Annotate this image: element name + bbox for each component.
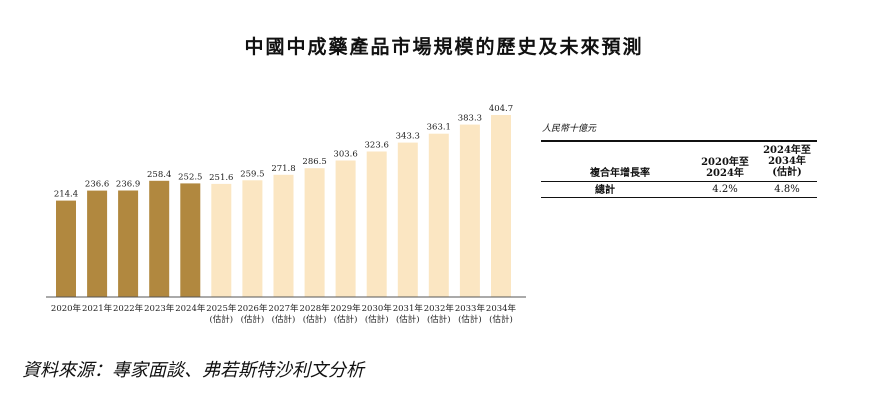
category-label-11-1: (估計) [396, 314, 420, 325]
value-label-10: 323.6 [365, 141, 389, 151]
value-label-6: 259.5 [240, 169, 264, 179]
cagr-col2-line3: (估計) [772, 167, 802, 178]
cagr-col2-line1: 2024年至 [763, 145, 811, 156]
bar-13 [459, 124, 480, 297]
value-label-7: 271.8 [271, 164, 295, 174]
category-label-10-0: 2030年 [362, 303, 393, 314]
cagr-col1-header: 2020年至 2024年 [690, 157, 760, 179]
bar-0 [56, 200, 76, 297]
bar-11 [397, 142, 418, 297]
value-label-14: 404.7 [489, 104, 513, 114]
category-label-10-1: (估計) [365, 314, 389, 325]
bar-6 [242, 180, 263, 297]
category-label-14-0: 2034年 [486, 303, 517, 314]
category-label-6-0: 2026年 [237, 303, 268, 314]
cagr-col2-line2: 2034年 [768, 156, 806, 167]
value-label-8: 286.5 [302, 157, 326, 167]
category-label-7-0: 2027年 [268, 303, 299, 314]
category-label-13-0: 2033年 [455, 303, 486, 314]
category-label-3-0: 2023年 [144, 303, 175, 314]
category-label-12-1: (估計) [427, 314, 451, 325]
value-label-11: 343.3 [396, 132, 420, 142]
category-label-6-1: (估計) [241, 314, 265, 325]
cagr-col1-line1: 2020年至 [701, 157, 749, 168]
bar-7 [273, 174, 294, 297]
category-label-0-0: 2020年 [51, 303, 82, 314]
unit-label: 人民幣十億元 [542, 124, 597, 134]
category-label-13-1: (估計) [458, 314, 482, 325]
value-label-0: 214.4 [54, 190, 78, 200]
category-label-9-0: 2029年 [331, 303, 362, 314]
category-label-11-0: 2031年 [393, 303, 424, 314]
value-label-2: 236.9 [116, 180, 140, 190]
category-label-8-1: (估計) [303, 314, 327, 325]
bar-4 [180, 183, 201, 297]
value-label-4: 252.5 [178, 172, 202, 182]
value-label-12: 363.1 [427, 123, 451, 133]
total-label: 總計 [595, 185, 615, 196]
category-label-12-0: 2032年 [424, 303, 455, 314]
category-label-2-0: 2022年 [113, 303, 144, 314]
category-label-8-0: 2028年 [300, 303, 331, 314]
category-label-7-1: (估計) [272, 314, 296, 325]
total-cagr-2020-2024: 4.2% [712, 184, 738, 195]
bar-2 [118, 190, 139, 297]
value-label-3: 258.4 [147, 170, 171, 180]
value-label-1: 236.6 [85, 180, 109, 190]
source-note: 資料來源：專家面談、弗若斯特沙利文分析 [22, 360, 364, 381]
table-bottom-rule [541, 197, 817, 198]
total-cagr-2024-2034: 4.8% [774, 184, 800, 195]
category-label-14-1: (估計) [489, 314, 513, 325]
value-label-5: 251.6 [209, 173, 233, 183]
category-label-1-0: 2021年 [82, 303, 113, 314]
table-top-rule [541, 140, 817, 142]
cagr-col1-line2: 2024年 [706, 168, 744, 179]
bar-5 [211, 183, 232, 297]
category-label-5-0: 2025年 [206, 303, 237, 314]
chart-title: 中國中成藥產品市場規模的歷史及未來預測 [244, 36, 644, 58]
cagr-row-header: 複合年增長率 [590, 168, 650, 179]
bar-3 [149, 180, 170, 297]
category-label-5-1: (估計) [209, 314, 233, 325]
cagr-col2-header: 2024年至 2034年 (估計) [752, 145, 822, 178]
table-header-rule [541, 181, 817, 182]
category-label-9-1: (估計) [334, 314, 358, 325]
category-label-4-0: 2024年 [175, 303, 206, 314]
bar-14 [491, 115, 511, 297]
value-label-13: 383.3 [458, 114, 482, 124]
bar-1 [87, 190, 108, 297]
bar-8 [304, 168, 325, 297]
bar-9 [335, 160, 356, 297]
value-label-9: 303.6 [333, 150, 357, 160]
bar-10 [366, 151, 387, 297]
bar-12 [428, 133, 449, 297]
bar-chart: 214.4 236.6 236.9 258.4 252.5 251.6 259.5 271.8… [46, 104, 526, 325]
